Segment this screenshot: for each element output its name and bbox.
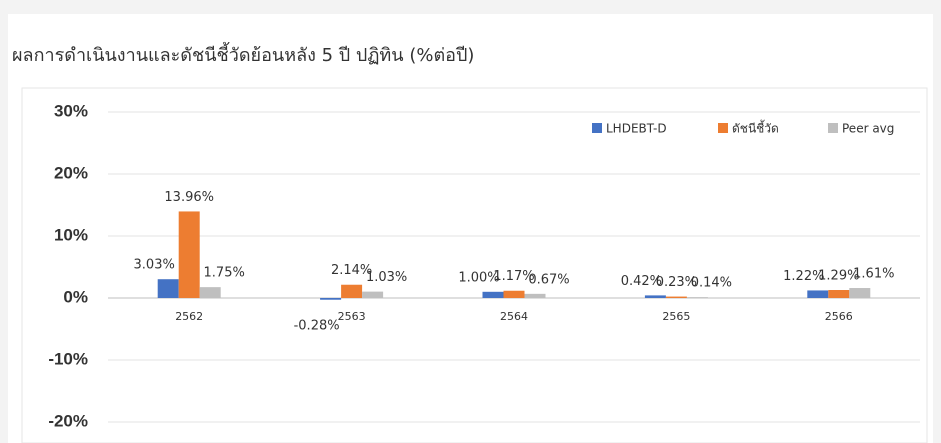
bar — [157, 279, 179, 298]
data-label: -0.28% — [294, 319, 340, 334]
bar — [686, 297, 708, 299]
legend-label: Peer avg — [842, 122, 894, 136]
legend-label: LHDEBT-D — [606, 122, 667, 136]
bar — [482, 291, 504, 298]
y-tick-label: -20% — [48, 411, 88, 430]
data-label: 1.61% — [853, 267, 894, 282]
y-tick-label: -10% — [48, 349, 88, 368]
legend-swatch — [592, 123, 602, 133]
bar — [644, 295, 666, 298]
data-label: 1.00% — [458, 270, 499, 285]
x-tick-label: 2562 — [175, 310, 203, 323]
bar — [665, 296, 687, 298]
x-tick-label: 2564 — [500, 310, 528, 323]
bar — [178, 211, 200, 298]
plot-frame — [21, 87, 928, 443]
y-tick-label: 20% — [54, 163, 88, 182]
bar — [320, 298, 342, 300]
data-label: 1.75% — [204, 266, 245, 281]
bar — [362, 291, 384, 298]
bar — [849, 288, 871, 298]
data-label: 1.22% — [783, 269, 824, 284]
bar — [828, 290, 850, 298]
data-label: 1.03% — [366, 270, 407, 285]
data-label: 0.42% — [621, 274, 662, 289]
legend-swatch — [718, 123, 728, 133]
y-tick-label: 10% — [54, 225, 88, 244]
bar — [807, 290, 829, 298]
y-tick-label: 0% — [63, 287, 88, 306]
bar — [524, 293, 546, 298]
legend-label: ดัชนีชี้วัด — [732, 120, 779, 136]
chart-title: ผลการดำเนินงานและดัชนีชี้วัดย้อนหลัง 5 ป… — [12, 42, 474, 66]
data-label: 3.03% — [134, 258, 175, 273]
bar — [503, 290, 525, 298]
data-label: 1.17% — [493, 269, 534, 284]
data-label: 0.14% — [691, 276, 732, 291]
data-label: 2.14% — [331, 263, 372, 278]
legend-swatch — [828, 123, 838, 133]
x-tick-label: 2566 — [825, 310, 853, 323]
bar — [199, 287, 221, 298]
x-tick-label: 2563 — [338, 310, 366, 323]
x-tick-label: 2565 — [662, 310, 690, 323]
data-label: 0.67% — [528, 272, 569, 287]
data-label: 13.96% — [164, 190, 214, 205]
data-label: 0.23% — [656, 275, 697, 290]
bar — [341, 284, 363, 298]
y-tick-label: 30% — [54, 101, 88, 120]
data-label: 1.29% — [818, 269, 859, 284]
